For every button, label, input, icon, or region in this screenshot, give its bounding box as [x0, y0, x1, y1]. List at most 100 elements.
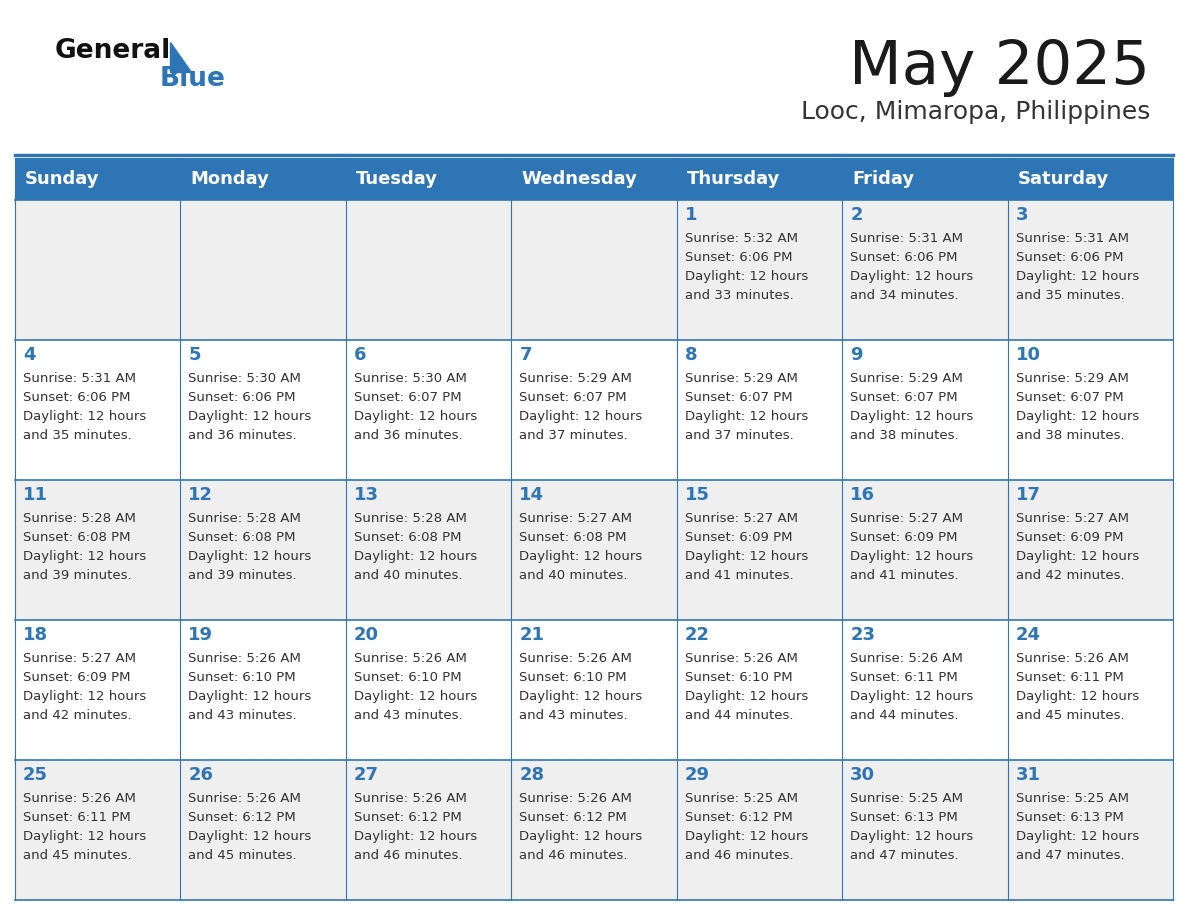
Text: and 46 minutes.: and 46 minutes.: [684, 849, 794, 862]
Text: and 47 minutes.: and 47 minutes.: [851, 849, 959, 862]
Text: and 43 minutes.: and 43 minutes.: [354, 709, 462, 722]
Text: and 34 minutes.: and 34 minutes.: [851, 289, 959, 302]
Text: and 43 minutes.: and 43 minutes.: [519, 709, 628, 722]
Text: Sunrise: 5:27 AM: Sunrise: 5:27 AM: [1016, 512, 1129, 525]
Text: and 47 minutes.: and 47 minutes.: [1016, 849, 1124, 862]
Text: Daylight: 12 hours: Daylight: 12 hours: [189, 550, 311, 563]
Text: Sunset: 6:09 PM: Sunset: 6:09 PM: [23, 671, 131, 684]
Text: Daylight: 12 hours: Daylight: 12 hours: [23, 830, 146, 843]
Text: Sunrise: 5:26 AM: Sunrise: 5:26 AM: [189, 792, 302, 805]
Text: 6: 6: [354, 346, 366, 364]
Text: Sunrise: 5:32 AM: Sunrise: 5:32 AM: [684, 232, 797, 245]
FancyBboxPatch shape: [15, 620, 1173, 760]
FancyBboxPatch shape: [842, 158, 1007, 200]
Text: 14: 14: [519, 486, 544, 504]
Text: Daylight: 12 hours: Daylight: 12 hours: [23, 550, 146, 563]
Text: and 45 minutes.: and 45 minutes.: [189, 849, 297, 862]
Text: and 33 minutes.: and 33 minutes.: [684, 289, 794, 302]
Text: Daylight: 12 hours: Daylight: 12 hours: [189, 830, 311, 843]
Text: Sunset: 6:13 PM: Sunset: 6:13 PM: [1016, 811, 1124, 824]
Text: Daylight: 12 hours: Daylight: 12 hours: [851, 690, 973, 703]
Text: 16: 16: [851, 486, 876, 504]
Text: and 42 minutes.: and 42 minutes.: [23, 709, 132, 722]
Text: and 46 minutes.: and 46 minutes.: [519, 849, 627, 862]
Text: 26: 26: [189, 766, 214, 784]
Text: Sunset: 6:11 PM: Sunset: 6:11 PM: [23, 811, 131, 824]
Text: Daylight: 12 hours: Daylight: 12 hours: [1016, 550, 1139, 563]
Text: May 2025: May 2025: [849, 38, 1150, 97]
Text: 31: 31: [1016, 766, 1041, 784]
Text: Sunrise: 5:26 AM: Sunrise: 5:26 AM: [851, 652, 963, 665]
Text: Daylight: 12 hours: Daylight: 12 hours: [1016, 690, 1139, 703]
Text: Blue: Blue: [160, 66, 226, 92]
Text: Sunset: 6:06 PM: Sunset: 6:06 PM: [189, 391, 296, 404]
Text: Sunset: 6:12 PM: Sunset: 6:12 PM: [519, 811, 627, 824]
Text: and 46 minutes.: and 46 minutes.: [354, 849, 462, 862]
Text: Wednesday: Wednesday: [522, 170, 637, 188]
Text: 12: 12: [189, 486, 214, 504]
Text: Sunset: 6:07 PM: Sunset: 6:07 PM: [684, 391, 792, 404]
Text: 13: 13: [354, 486, 379, 504]
Text: Sunset: 6:13 PM: Sunset: 6:13 PM: [851, 811, 958, 824]
Text: and 37 minutes.: and 37 minutes.: [519, 429, 628, 442]
FancyBboxPatch shape: [511, 158, 677, 200]
Text: Daylight: 12 hours: Daylight: 12 hours: [851, 830, 973, 843]
FancyBboxPatch shape: [677, 158, 842, 200]
Text: Daylight: 12 hours: Daylight: 12 hours: [519, 410, 643, 423]
Text: 23: 23: [851, 626, 876, 644]
Text: Sunrise: 5:31 AM: Sunrise: 5:31 AM: [23, 372, 135, 385]
Text: and 40 minutes.: and 40 minutes.: [519, 569, 627, 582]
Text: and 44 minutes.: and 44 minutes.: [851, 709, 959, 722]
Text: Sunset: 6:07 PM: Sunset: 6:07 PM: [851, 391, 958, 404]
Text: Sunrise: 5:29 AM: Sunrise: 5:29 AM: [519, 372, 632, 385]
Text: Sunrise: 5:26 AM: Sunrise: 5:26 AM: [519, 652, 632, 665]
Text: 11: 11: [23, 486, 48, 504]
Text: 17: 17: [1016, 486, 1041, 504]
Text: Sunrise: 5:30 AM: Sunrise: 5:30 AM: [189, 372, 302, 385]
Text: 4: 4: [23, 346, 36, 364]
Text: Daylight: 12 hours: Daylight: 12 hours: [851, 550, 973, 563]
Text: Daylight: 12 hours: Daylight: 12 hours: [23, 410, 146, 423]
Text: and 37 minutes.: and 37 minutes.: [684, 429, 794, 442]
Text: Daylight: 12 hours: Daylight: 12 hours: [684, 550, 808, 563]
Text: Tuesday: Tuesday: [356, 170, 438, 188]
FancyBboxPatch shape: [15, 340, 1173, 480]
Text: Daylight: 12 hours: Daylight: 12 hours: [519, 830, 643, 843]
Text: 18: 18: [23, 626, 49, 644]
FancyBboxPatch shape: [15, 480, 1173, 620]
Text: Daylight: 12 hours: Daylight: 12 hours: [1016, 410, 1139, 423]
Text: 5: 5: [189, 346, 201, 364]
Text: Monday: Monday: [190, 170, 270, 188]
Text: Sunset: 6:06 PM: Sunset: 6:06 PM: [23, 391, 131, 404]
Text: Daylight: 12 hours: Daylight: 12 hours: [519, 690, 643, 703]
Text: Sunset: 6:09 PM: Sunset: 6:09 PM: [851, 531, 958, 544]
Text: Sunset: 6:12 PM: Sunset: 6:12 PM: [354, 811, 462, 824]
Text: Daylight: 12 hours: Daylight: 12 hours: [354, 830, 478, 843]
Text: and 42 minutes.: and 42 minutes.: [1016, 569, 1124, 582]
Text: 2: 2: [851, 206, 862, 224]
Text: Daylight: 12 hours: Daylight: 12 hours: [354, 690, 478, 703]
Text: Daylight: 12 hours: Daylight: 12 hours: [851, 270, 973, 283]
Text: Sunset: 6:10 PM: Sunset: 6:10 PM: [354, 671, 461, 684]
Text: Sunrise: 5:27 AM: Sunrise: 5:27 AM: [23, 652, 135, 665]
Text: 1: 1: [684, 206, 697, 224]
Text: Looc, Mimaropa, Philippines: Looc, Mimaropa, Philippines: [801, 100, 1150, 124]
Text: Sunset: 6:08 PM: Sunset: 6:08 PM: [189, 531, 296, 544]
Text: Sunday: Sunday: [25, 170, 100, 188]
FancyBboxPatch shape: [15, 760, 1173, 900]
Text: Sunrise: 5:28 AM: Sunrise: 5:28 AM: [354, 512, 467, 525]
Text: 30: 30: [851, 766, 876, 784]
Text: Sunrise: 5:31 AM: Sunrise: 5:31 AM: [851, 232, 963, 245]
Text: Daylight: 12 hours: Daylight: 12 hours: [189, 690, 311, 703]
Text: Sunset: 6:06 PM: Sunset: 6:06 PM: [684, 251, 792, 264]
FancyBboxPatch shape: [181, 158, 346, 200]
Text: Daylight: 12 hours: Daylight: 12 hours: [1016, 830, 1139, 843]
Text: Sunset: 6:08 PM: Sunset: 6:08 PM: [23, 531, 131, 544]
Text: Friday: Friday: [852, 170, 915, 188]
Text: Sunset: 6:10 PM: Sunset: 6:10 PM: [519, 671, 627, 684]
FancyBboxPatch shape: [15, 158, 181, 200]
Text: Daylight: 12 hours: Daylight: 12 hours: [684, 690, 808, 703]
Text: 22: 22: [684, 626, 709, 644]
Text: Sunrise: 5:30 AM: Sunrise: 5:30 AM: [354, 372, 467, 385]
Text: Sunrise: 5:31 AM: Sunrise: 5:31 AM: [1016, 232, 1129, 245]
